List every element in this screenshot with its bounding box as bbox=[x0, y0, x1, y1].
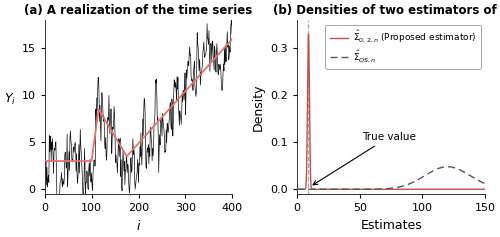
Y-axis label: Density: Density bbox=[252, 83, 265, 131]
Y-axis label: $Y_i$: $Y_i$ bbox=[4, 92, 16, 107]
Text: True value: True value bbox=[313, 132, 416, 185]
Title: (a) A realization of the time series: (a) A realization of the time series bbox=[24, 5, 252, 18]
Title: (b) Densities of two estimators of Σ: (b) Densities of two estimators of Σ bbox=[273, 5, 500, 18]
Legend: $\hat{\Sigma}_{0,2,n}$ (Proposed estimator), $\hat{\Sigma}_{QS,n}$: $\hat{\Sigma}_{0,2,n}$ (Proposed estimat… bbox=[326, 24, 480, 69]
X-axis label: Estimates: Estimates bbox=[360, 219, 422, 232]
X-axis label: $i$: $i$ bbox=[136, 219, 141, 232]
